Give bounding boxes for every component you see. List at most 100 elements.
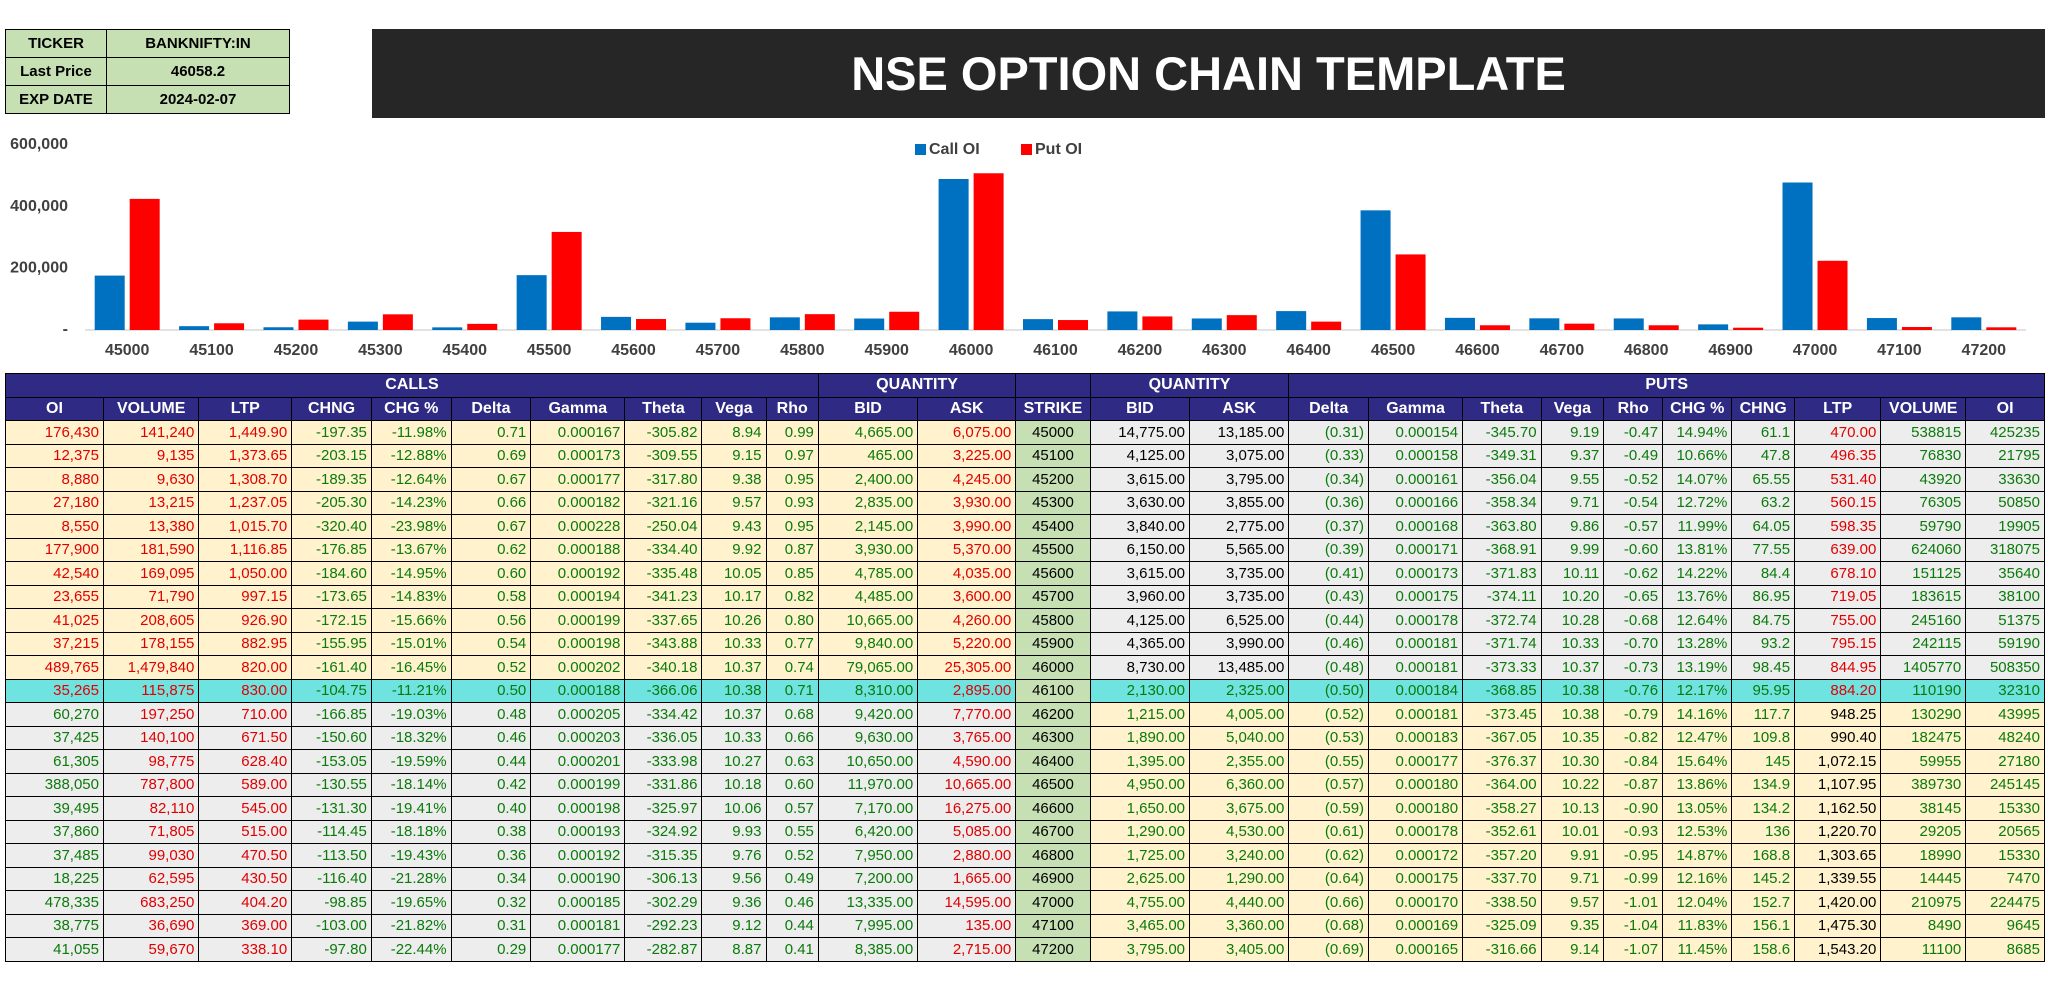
cell: 12.16% xyxy=(1662,866,1733,891)
cell: 11.83% xyxy=(1662,913,1733,938)
cell: -325.97 xyxy=(624,796,703,821)
cell: 2,145.00 xyxy=(817,514,919,539)
cell: (0.37) xyxy=(1288,514,1370,539)
cell: 0.87 xyxy=(765,537,819,562)
bar xyxy=(432,327,463,330)
cell: 0.000181 xyxy=(1368,702,1464,727)
cell: 0.000181 xyxy=(530,913,626,938)
cell: 10.30 xyxy=(1540,749,1605,774)
cell: 3,765.00 xyxy=(917,725,1017,750)
cell: -21.82% xyxy=(370,913,452,938)
cell: 0.44 xyxy=(450,749,532,774)
cell: -0.99 xyxy=(1603,866,1664,891)
cell: -358.27 xyxy=(1462,796,1542,821)
cell: -364.00 xyxy=(1462,772,1542,797)
cell: 0.74 xyxy=(765,655,819,680)
cell: 3,600.00 xyxy=(917,584,1017,609)
bar xyxy=(1395,254,1426,330)
strike-cell: 46800 xyxy=(1015,843,1091,868)
cell: 9.36 xyxy=(701,890,767,915)
cell: 3,930.00 xyxy=(917,490,1017,515)
x-tick-label: 45600 xyxy=(611,342,656,359)
column-header: LTP xyxy=(1794,396,1882,421)
cell: 0.54 xyxy=(450,631,532,656)
cell: 18990 xyxy=(1880,843,1967,868)
cell: 470.50 xyxy=(198,843,293,868)
bar xyxy=(973,173,1004,330)
cell: 997.15 xyxy=(198,584,293,609)
cell: 0.000166 xyxy=(1368,490,1464,515)
cell: 9645 xyxy=(1965,913,2045,938)
cell: -0.52 xyxy=(1603,467,1664,492)
cell: -11.21% xyxy=(370,678,452,703)
cell: 0.000199 xyxy=(530,772,626,797)
cell: 0.55 xyxy=(765,819,819,844)
cell: 37,215 xyxy=(5,631,104,656)
cell: 13,185.00 xyxy=(1189,420,1290,445)
cell: 117.7 xyxy=(1731,702,1796,727)
bar xyxy=(1529,318,1560,330)
cell: (0.57) xyxy=(1288,772,1370,797)
cell: 598.35 xyxy=(1794,514,1882,539)
cell: 1,072.15 xyxy=(1794,749,1882,774)
cell: 0.42 xyxy=(450,772,532,797)
cell: 1,650.00 xyxy=(1089,796,1191,821)
cell: 0.67 xyxy=(450,467,532,492)
cell: -14.95% xyxy=(370,561,452,586)
cell: 0.000192 xyxy=(530,843,626,868)
cell: 3,990.00 xyxy=(1189,631,1290,656)
cell: 9.86 xyxy=(1540,514,1605,539)
cell: 3,795.00 xyxy=(1189,467,1290,492)
cell: -340.18 xyxy=(624,655,703,680)
bar xyxy=(636,319,667,330)
cell: 9.37 xyxy=(1540,443,1605,468)
bar xyxy=(1023,319,1053,330)
data-row: 35,265 115,875 830.00 -104.75 -11.21% 0.50 0.0… xyxy=(5,678,2045,703)
cell: 10.28 xyxy=(1540,608,1605,633)
data-row: 8,880 9,630 1,308.70 -189.35 -12.64% 0.67 0.00… xyxy=(5,467,2045,492)
cell: -336.05 xyxy=(624,725,703,750)
cell: 13,215 xyxy=(102,490,200,515)
cell: 8.87 xyxy=(701,937,767,962)
cell: 1,420.00 xyxy=(1794,890,1882,915)
cell: 9.93 xyxy=(701,819,767,844)
cell: -373.33 xyxy=(1462,655,1542,680)
data-row: 27,180 13,215 1,237.05 -205.30 -14.23% 0.66 0.… xyxy=(5,490,2045,515)
cell: 2,130.00 xyxy=(1089,678,1191,703)
cell: 60,270 xyxy=(5,702,104,727)
cell: -343.88 xyxy=(624,631,703,656)
cell: 23,655 xyxy=(5,584,104,609)
cell: 9,630.00 xyxy=(817,725,919,750)
cell: (0.62) xyxy=(1288,843,1370,868)
cell: 10.18 xyxy=(701,772,767,797)
cell: 0.000192 xyxy=(530,561,626,586)
data-row: 60,270 197,250 710.00 -166.85 -19.03% 0.48 0.0… xyxy=(5,702,2045,727)
cell: 59790 xyxy=(1880,514,1967,539)
cell: -321.16 xyxy=(624,490,703,515)
x-tick-label: 46200 xyxy=(1118,342,1163,359)
column-header: OI xyxy=(5,396,104,421)
cell: 9.15 xyxy=(701,443,767,468)
cell: 2,775.00 xyxy=(1189,514,1290,539)
strike-cell: 46200 xyxy=(1015,702,1091,727)
cell: 1,543.20 xyxy=(1794,937,1882,962)
info-row: TICKER BANKNIFTY:IN xyxy=(5,29,290,58)
cell: 538815 xyxy=(1880,420,1967,445)
cell: 9.55 xyxy=(1540,467,1605,492)
cell: -325.09 xyxy=(1462,913,1542,938)
cell: 134.9 xyxy=(1731,772,1796,797)
cell: 0.000194 xyxy=(530,584,626,609)
cell: 0.56 xyxy=(450,608,532,633)
bar xyxy=(1107,311,1138,330)
group-header: CALLS xyxy=(5,373,819,398)
cell: 0.000170 xyxy=(1368,890,1464,915)
cell: 1,725.00 xyxy=(1089,843,1191,868)
cell: 624060 xyxy=(1880,537,1967,562)
cell: -11.98% xyxy=(370,420,452,445)
cell: 3,240.00 xyxy=(1189,843,1290,868)
cell: 16,275.00 xyxy=(917,796,1017,821)
cell: 156.1 xyxy=(1731,913,1796,938)
cell: 109.8 xyxy=(1731,725,1796,750)
cell: -19.03% xyxy=(370,702,452,727)
cell: 37,425 xyxy=(5,725,104,750)
